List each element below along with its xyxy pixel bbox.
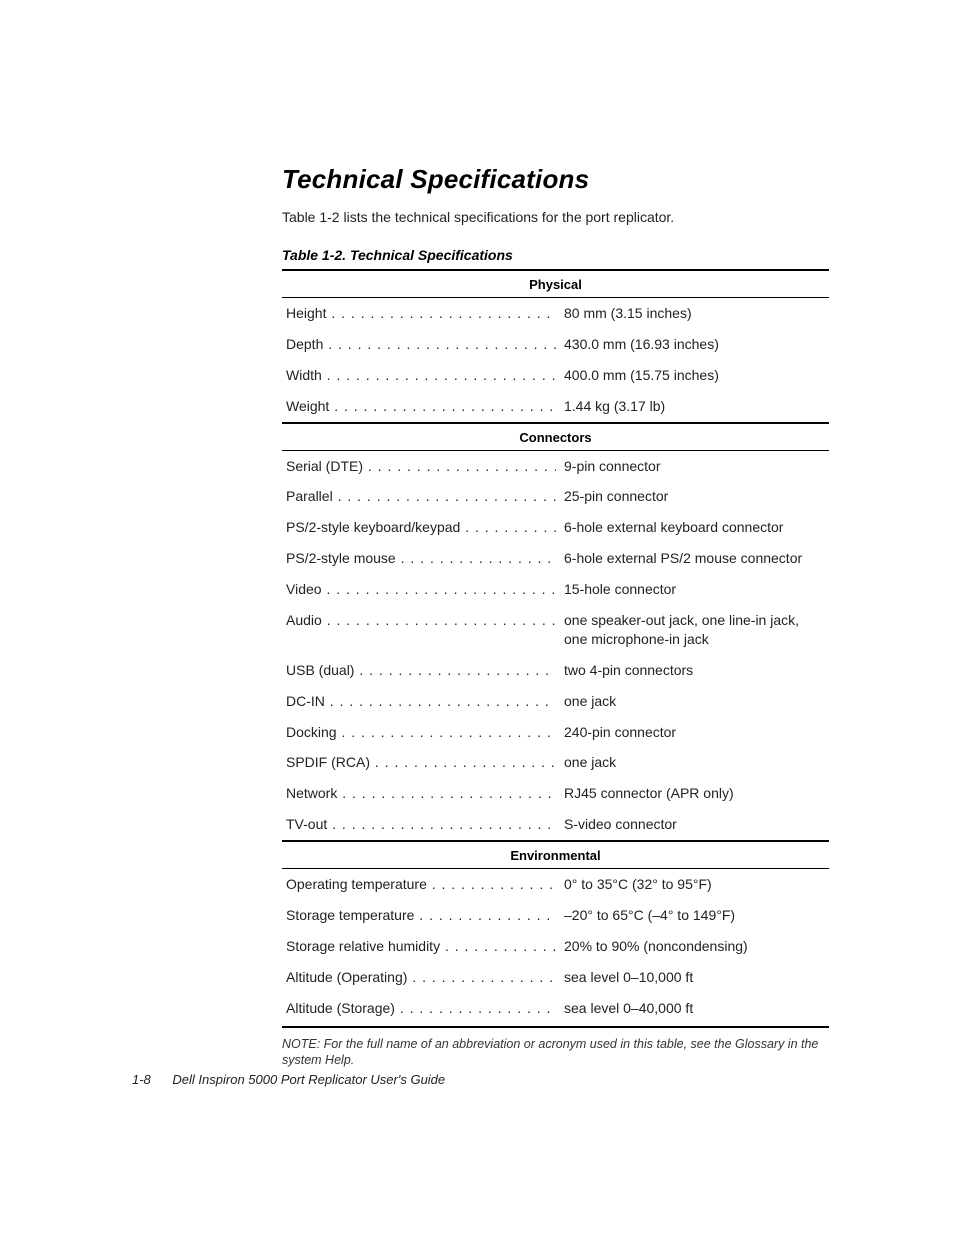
section-header-connectors: Connectors <box>282 422 829 451</box>
row-value: sea level 0–40,000 ft <box>556 999 825 1018</box>
table-row: SPDIF (RCA)one jack <box>282 747 829 778</box>
row-value: 6-hole external keyboard connector <box>556 518 825 537</box>
table-row: Depth430.0 mm (16.93 inches) <box>282 329 829 360</box>
row-label: Operating temperature <box>286 875 556 894</box>
row-value: one jack <box>556 753 825 772</box>
table-row: Serial (DTE)9-pin connector <box>282 451 829 482</box>
table-row: Altitude (Storage)sea level 0–40,000 ft <box>282 993 829 1024</box>
spec-table: Physical Height80 mm (3.15 inches) Depth… <box>282 269 829 1028</box>
row-label: PS/2-style mouse <box>286 549 556 568</box>
row-value: 15-hole connector <box>556 580 825 599</box>
row-label: PS/2-style keyboard/keypad <box>286 518 556 537</box>
table-row: Audioone speaker-out jack, one line-in j… <box>282 605 829 655</box>
table-row: Storage temperature–20° to 65°C (–4° to … <box>282 900 829 931</box>
table-row: NetworkRJ45 connector (APR only) <box>282 778 829 809</box>
row-label: Depth <box>286 335 556 354</box>
row-label: Docking <box>286 723 556 742</box>
table-row: Weight1.44 kg (3.17 lb) <box>282 391 829 422</box>
table-row: Altitude (Operating)sea level 0–10,000 f… <box>282 962 829 993</box>
row-value: 400.0 mm (15.75 inches) <box>556 366 825 385</box>
row-label: Width <box>286 366 556 385</box>
row-label: SPDIF (RCA) <box>286 753 556 772</box>
intro-text: Table 1-2 lists the technical specificat… <box>282 209 829 225</box>
row-label: Audio <box>286 611 556 649</box>
row-value: RJ45 connector (APR only) <box>556 784 825 803</box>
section-header-environmental: Environmental <box>282 840 829 869</box>
row-label: Network <box>286 784 556 803</box>
table-row: Storage relative humidity20% to 90% (non… <box>282 931 829 962</box>
row-label: Storage relative humidity <box>286 937 556 956</box>
row-value: 6-hole external PS/2 mouse connector <box>556 549 825 568</box>
row-value: one jack <box>556 692 825 711</box>
row-label: Height <box>286 304 556 323</box>
footer-title: Dell Inspiron 5000 Port Replicator User'… <box>172 1072 445 1087</box>
row-label: Altitude (Operating) <box>286 968 556 987</box>
row-label: TV-out <box>286 815 556 834</box>
row-value: one speaker-out jack, one line-in jack, … <box>556 611 825 649</box>
row-label: USB (dual) <box>286 661 556 680</box>
row-value: 80 mm (3.15 inches) <box>556 304 825 323</box>
page-number: 1-8 <box>132 1072 151 1087</box>
page-content: Technical Specifications Table 1-2 lists… <box>0 0 954 1069</box>
row-value: 0° to 35°C (32° to 95°F) <box>556 875 825 894</box>
table-row: Width400.0 mm (15.75 inches) <box>282 360 829 391</box>
row-value: 25-pin connector <box>556 487 825 506</box>
row-label: DC-IN <box>286 692 556 711</box>
table-row: PS/2-style mouse6-hole external PS/2 mou… <box>282 543 829 574</box>
row-value: S-video connector <box>556 815 825 834</box>
table-row: DC-INone jack <box>282 686 829 717</box>
row-value: two 4-pin connectors <box>556 661 825 680</box>
row-label: Parallel <box>286 487 556 506</box>
row-label: Serial (DTE) <box>286 457 556 476</box>
table-row: Docking240-pin connector <box>282 717 829 748</box>
table-row: Video15-hole connector <box>282 574 829 605</box>
table-row: Parallel25-pin connector <box>282 481 829 512</box>
row-label: Video <box>286 580 556 599</box>
table-row: Height80 mm (3.15 inches) <box>282 298 829 329</box>
table-row: TV-outS-video connector <box>282 809 829 840</box>
table-note: NOTE: For the full name of an abbreviati… <box>282 1036 829 1070</box>
row-value: 9-pin connector <box>556 457 825 476</box>
page-footer: 1-8 Dell Inspiron 5000 Port Replicator U… <box>132 1072 445 1087</box>
section-header-physical: Physical <box>282 269 829 298</box>
row-value: sea level 0–10,000 ft <box>556 968 825 987</box>
row-label: Weight <box>286 397 556 416</box>
row-value: 430.0 mm (16.93 inches) <box>556 335 825 354</box>
row-value: –20° to 65°C (–4° to 149°F) <box>556 906 825 925</box>
table-row: Operating temperature0° to 35°C (32° to … <box>282 869 829 900</box>
table-row: PS/2-style keyboard/keypad6-hole externa… <box>282 512 829 543</box>
table-bottom-rule <box>282 1026 829 1028</box>
table-row: USB (dual)two 4-pin connectors <box>282 655 829 686</box>
row-value: 240-pin connector <box>556 723 825 742</box>
row-value: 1.44 kg (3.17 lb) <box>556 397 825 416</box>
row-label: Storage temperature <box>286 906 556 925</box>
page-heading: Technical Specifications <box>282 164 829 195</box>
row-label: Altitude (Storage) <box>286 999 556 1018</box>
table-caption: Table 1-2. Technical Specifications <box>282 247 829 263</box>
row-value: 20% to 90% (noncondensing) <box>556 937 825 956</box>
